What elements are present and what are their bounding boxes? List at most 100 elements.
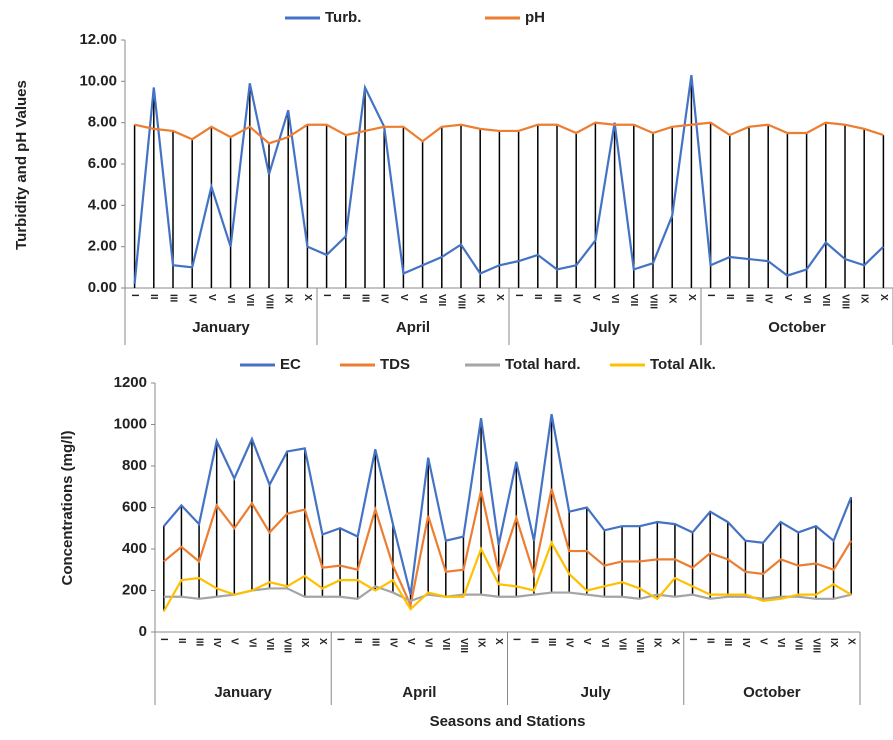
y-tick-label: 0.00 — [88, 279, 117, 296]
x-tick-label: V — [405, 638, 416, 645]
x-tick-label: V — [206, 294, 217, 301]
y-axis-title: Turbidity and pH Values — [13, 80, 30, 250]
x-tick-label: X — [317, 638, 328, 645]
x-tick-label: IV — [211, 638, 222, 648]
x-tick-label: III — [743, 294, 754, 303]
x-tick-label: VI — [225, 294, 236, 304]
x-tick-label: I — [321, 294, 332, 297]
series-line — [163, 488, 853, 609]
group-label: January — [214, 684, 272, 701]
y-tick-label: 600 — [122, 498, 147, 515]
series-line — [162, 540, 852, 612]
y-tick-label: 10.00 — [79, 72, 117, 89]
x-tick-label: X — [669, 638, 680, 645]
x-tick-label: VIII — [458, 638, 469, 653]
x-tick-label: IX — [652, 638, 663, 648]
group-label: January — [192, 319, 250, 336]
x-tick-label: V — [229, 638, 240, 645]
x-tick-label: II — [352, 638, 363, 644]
x-tick-label: I — [705, 294, 716, 297]
x-tick-label: VI — [609, 294, 620, 304]
series-line — [134, 121, 884, 145]
x-tick-label: VIII — [455, 294, 466, 309]
x-tick-label: IX — [475, 294, 486, 304]
x-tick-label: I — [158, 638, 169, 641]
x-tick-label: II — [340, 294, 351, 300]
y-tick-label: 2.00 — [88, 238, 117, 255]
x-tick-label: III — [546, 638, 557, 647]
x-tick-label: V — [757, 638, 768, 645]
x-tick-label: III — [193, 638, 204, 647]
x-tick-label: X — [493, 638, 504, 645]
x-tick-label: IX — [667, 294, 678, 304]
x-tick-label: III — [359, 294, 370, 303]
x-tick-label: VI — [246, 638, 257, 648]
x-tick-label: I — [513, 294, 524, 297]
x-tick-label: VII — [244, 294, 255, 306]
legend-label: EC — [280, 356, 301, 373]
y-tick-label: 400 — [122, 540, 147, 557]
x-tick-label: VI — [599, 638, 610, 648]
x-tick-label: VI — [801, 294, 812, 304]
x-tick-label: VIII — [647, 294, 658, 309]
y-tick-label: 200 — [122, 581, 147, 598]
x-tick-label: IV — [387, 638, 398, 648]
legend-label: Total Alk. — [650, 356, 716, 373]
x-tick-label: IX — [475, 638, 486, 648]
x-tick-label: I — [511, 638, 522, 641]
x-tick-label: III — [722, 638, 733, 647]
x-tick-label: X — [878, 294, 889, 301]
y-tick-label: 4.00 — [88, 196, 117, 213]
legend-label: Turb. — [325, 9, 361, 26]
x-tick-label: IV — [571, 294, 582, 304]
x-tick-label: VIII — [282, 638, 293, 653]
y-tick-label: 1000 — [114, 415, 147, 432]
x-tick-label: II — [528, 638, 539, 644]
x-axis-title: Seasons and Stations — [430, 713, 586, 730]
group-label: April — [402, 684, 436, 701]
x-tick-label: VII — [436, 294, 447, 306]
x-tick-label: II — [532, 294, 543, 300]
x-tick-label: VII — [616, 638, 627, 650]
x-tick-label: II — [724, 294, 735, 300]
legend-label: pH — [525, 9, 545, 26]
x-tick-label: IX — [283, 294, 294, 304]
x-tick-label: IX — [828, 638, 839, 648]
x-tick-label: IV — [763, 294, 774, 304]
x-tick-label: III — [167, 294, 178, 303]
x-tick-label: III — [551, 294, 562, 303]
x-tick-label: II — [176, 638, 187, 644]
x-tick-label: V — [590, 294, 601, 301]
y-tick-label: 800 — [122, 457, 147, 474]
group-label: July — [590, 319, 621, 336]
x-tick-label: III — [370, 638, 381, 647]
x-tick-label: X — [846, 638, 857, 645]
x-tick-label: VIII — [839, 294, 850, 309]
y-tick-label: 8.00 — [88, 114, 117, 131]
x-tick-label: VI — [417, 294, 428, 304]
x-tick-label: VI — [423, 638, 434, 648]
x-tick-label: V — [782, 294, 793, 301]
series-line — [162, 413, 853, 595]
legend-label: Total hard. — [505, 356, 581, 373]
y-tick-label: 1200 — [114, 374, 147, 391]
group-label: April — [396, 319, 430, 336]
x-tick-label: VII — [793, 638, 804, 650]
x-tick-label: X — [494, 294, 505, 301]
x-tick-label: X — [302, 294, 313, 301]
x-tick-label: I — [687, 638, 698, 641]
x-tick-label: V — [581, 638, 592, 645]
x-tick-label: X — [686, 294, 697, 301]
legend-label: TDS — [380, 356, 410, 373]
x-tick-label: VIII — [810, 638, 821, 653]
y-tick-label: 12.00 — [79, 31, 117, 48]
group-label: July — [581, 684, 612, 701]
y-axis-title: Concentrations (mg/l) — [59, 430, 76, 585]
x-tick-label: VIII — [263, 294, 274, 309]
x-tick-label: I — [334, 638, 345, 641]
x-tick-label: VII — [264, 638, 275, 650]
x-tick-label: IV — [187, 294, 198, 304]
x-tick-label: IV — [379, 294, 390, 304]
x-tick-label: IX — [299, 638, 310, 648]
series-line — [133, 74, 885, 284]
